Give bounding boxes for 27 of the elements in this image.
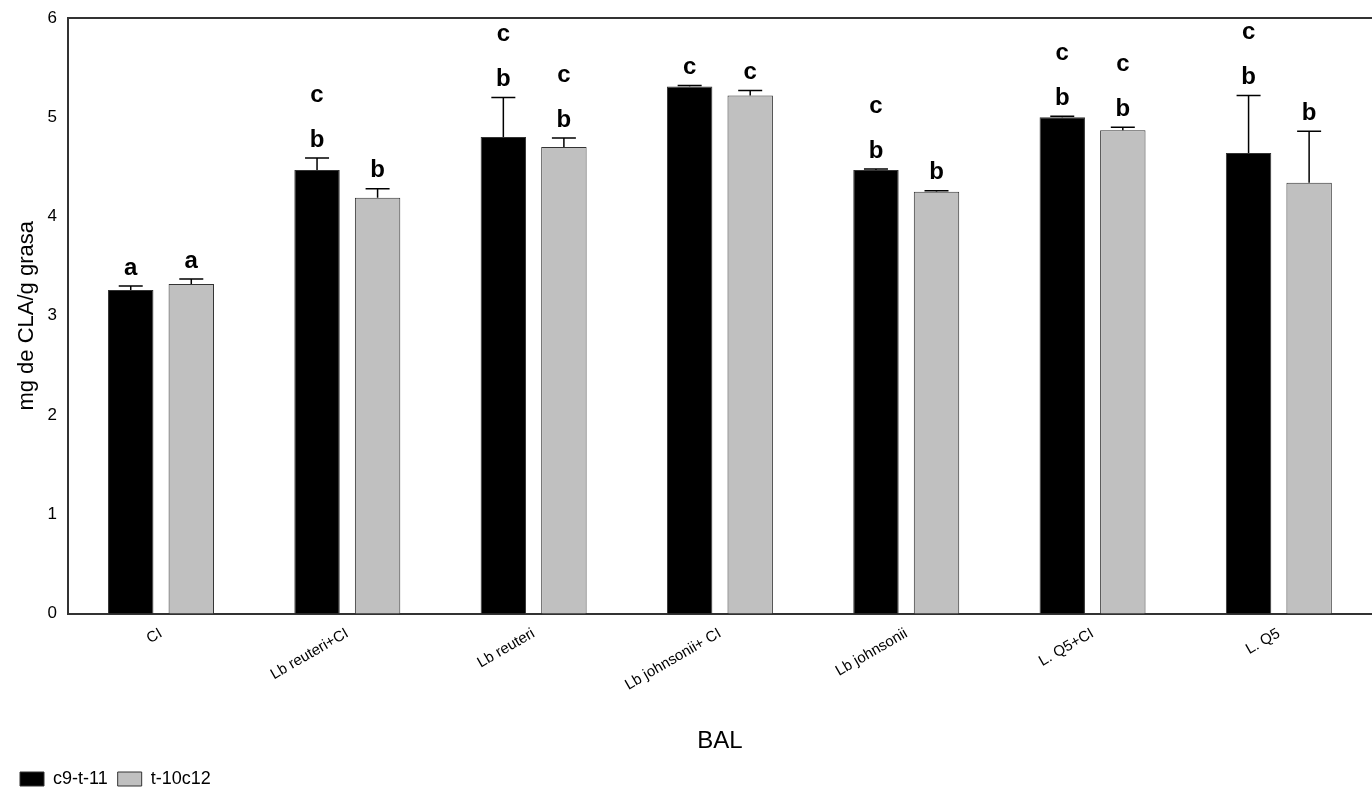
x-axis-title: BAL (697, 726, 743, 754)
data-label: c (743, 57, 757, 85)
y-tick-label: 4 (47, 206, 57, 226)
data-label: a (184, 245, 199, 273)
y-tick-label: 5 (47, 106, 57, 126)
data-label: c b (309, 79, 325, 152)
data-label: c b (868, 90, 884, 163)
x-tick-label: CI (143, 623, 165, 647)
data-label: b (1301, 97, 1317, 125)
y-tick-label: 1 (47, 504, 57, 524)
y-tick-label: 0 (47, 603, 57, 623)
legend-label: t-10c12 (150, 767, 211, 788)
data-label: c (682, 52, 697, 80)
y-axis-title: mg de CLA/g grasa (13, 220, 39, 411)
data-label: c b (1054, 37, 1070, 110)
y-tick-label: 2 (47, 404, 57, 424)
y-tick-label: 6 (47, 7, 57, 27)
data-label: a (124, 252, 139, 280)
data-label: c b (1241, 17, 1256, 90)
data-label: c b (556, 59, 572, 132)
data-label: c b (1115, 48, 1131, 121)
data-label: b (929, 157, 944, 185)
data-label: c b (496, 19, 511, 92)
legend-label: c9-t-11 (53, 767, 108, 788)
data-label: b (370, 155, 385, 183)
y-tick-label: 3 (47, 305, 57, 325)
x-tick-label: L. Q5 (1242, 623, 1283, 657)
